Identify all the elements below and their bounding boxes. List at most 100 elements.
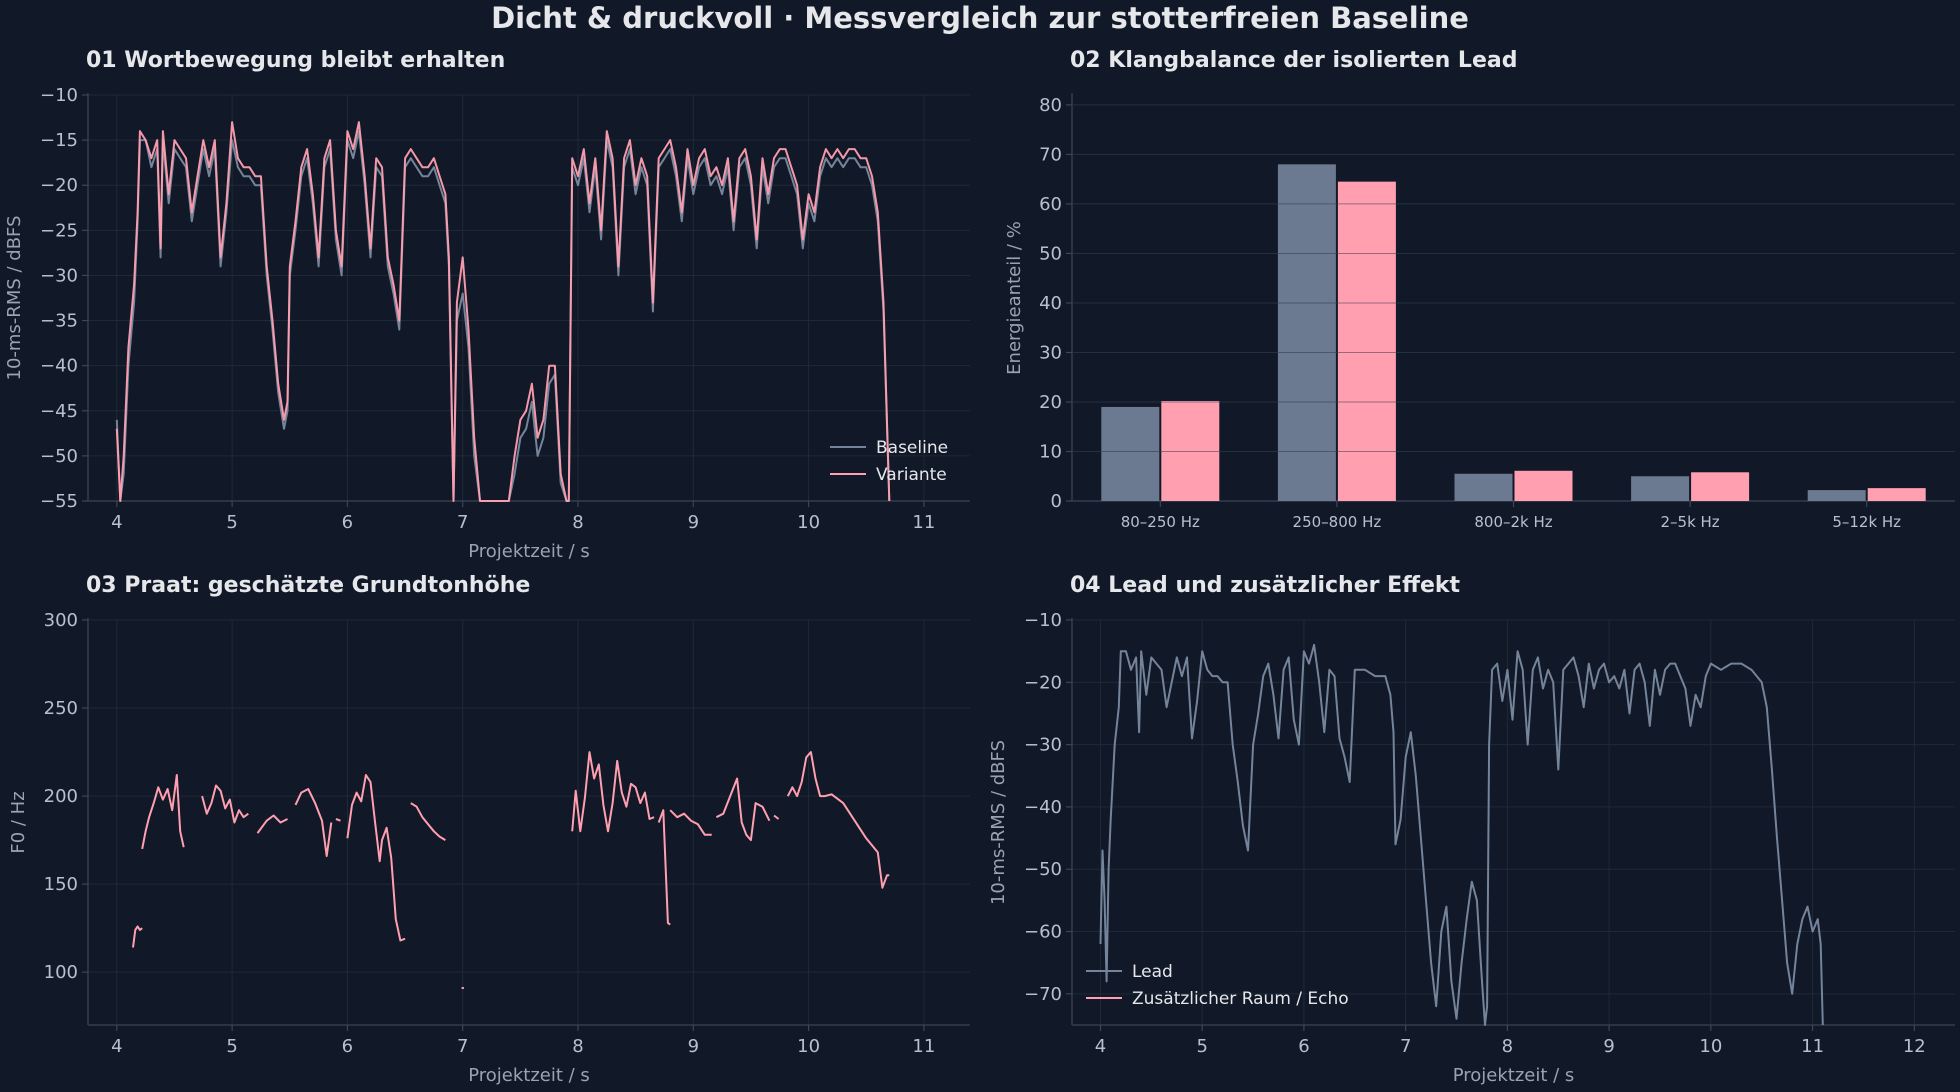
x-tick-label: 5 <box>226 512 237 533</box>
legend-label: Baseline <box>876 438 948 458</box>
panel-title: 03 Praat: geschätzte Grundtonhöhe <box>86 573 530 598</box>
y-tick-label: 200 <box>44 786 78 807</box>
y-tick-label: −50 <box>40 446 78 467</box>
x-tick-label: 5 <box>1196 1036 1207 1057</box>
series-line-f0 <box>773 814 780 820</box>
y-tick-label: 300 <box>44 610 78 631</box>
y-tick-label: −55 <box>40 491 78 512</box>
series-line-f0 <box>141 774 185 850</box>
figure-title: Dicht & druckvoll · Messvergleich zur st… <box>491 1 1469 35</box>
y-tick-label: 250 <box>44 698 78 719</box>
x-tick-label: 6 <box>1298 1036 1309 1057</box>
x-tick-label: 80–250 Hz <box>1121 513 1200 531</box>
y-tick-label: −10 <box>1024 610 1062 631</box>
bar-variante <box>1867 488 1926 501</box>
y-tick-label: −60 <box>1024 922 1062 943</box>
x-tick-label: 7 <box>457 1036 468 1057</box>
series-line-f0 <box>669 809 712 836</box>
x-tick-label: 10 <box>1699 1036 1722 1057</box>
x-tick-label: 6 <box>342 512 353 533</box>
x-tick-label: 10 <box>797 512 820 533</box>
bar-baseline <box>1631 476 1690 501</box>
bar-baseline <box>1807 490 1866 501</box>
y-tick-label: −70 <box>1024 984 1062 1005</box>
y-tick-label: −30 <box>1024 735 1062 756</box>
y-tick-label: 30 <box>1039 342 1062 363</box>
y-tick-label: −25 <box>40 220 78 241</box>
bar-variante <box>1691 472 1750 501</box>
x-tick-label: 11 <box>912 512 935 533</box>
series-line-f0 <box>715 777 771 842</box>
y-axis-label: F0 / Hz <box>8 791 29 853</box>
x-axis-label: Projektzeit / s <box>468 541 590 562</box>
y-tick-label: −45 <box>40 401 78 422</box>
bar-variante <box>1514 470 1573 501</box>
bar-baseline <box>1454 473 1513 501</box>
panel-01-word-movement: 01 Wortbewegung bleibt erhalten −55 −50 −4… <box>4 48 970 562</box>
x-tick-label: 7 <box>457 512 468 533</box>
series-line-f0 <box>410 802 446 841</box>
x-tick-label: 12 <box>1903 1036 1926 1057</box>
series-line-f0 <box>786 751 890 889</box>
legend-label: Zusätzlicher Raum / Echo <box>1132 989 1349 1009</box>
y-tick-label: −40 <box>1024 797 1062 818</box>
panel-title: 02 Klangbalance der isolierten Lead <box>1070 48 1517 73</box>
x-tick-label: 10 <box>797 1036 820 1057</box>
series-line-lead <box>1099 643 1824 1026</box>
series-line-f0 <box>571 751 655 833</box>
y-tick-label: −20 <box>40 175 78 196</box>
x-tick-label: 9 <box>688 512 699 533</box>
y-tick-label: −40 <box>40 356 78 377</box>
y-tick-label: 40 <box>1039 293 1062 314</box>
x-tick-label: 9 <box>1603 1036 1614 1057</box>
y-tick-label: 80 <box>1039 95 1062 116</box>
panel-02-sound-balance: 02 Klangbalance der isolierten Lead 0 10 2… <box>1004 48 1955 531</box>
x-tick-label: 2–5k Hz <box>1660 513 1719 531</box>
bar-baseline <box>1101 406 1160 501</box>
x-tick-label: 7 <box>1400 1036 1411 1057</box>
y-tick-label: −50 <box>1024 859 1062 880</box>
legend-label: Lead <box>1132 962 1173 982</box>
x-tick-label: 4 <box>1095 1036 1106 1057</box>
bar-variante <box>1337 181 1396 501</box>
y-tick-label: −20 <box>1024 672 1062 693</box>
panel-title: 04 Lead und zusätzlicher Effekt <box>1070 573 1461 598</box>
series-line-f0 <box>294 788 333 857</box>
series-line-variante <box>115 121 891 502</box>
x-tick-label: 4 <box>111 1036 122 1057</box>
x-tick-label: 4 <box>111 512 122 533</box>
y-tick-label: 20 <box>1039 392 1062 413</box>
series-line-f0 <box>256 814 288 834</box>
x-tick-label: 8 <box>572 512 583 533</box>
y-tick-label: 0 <box>1051 491 1062 512</box>
x-tick-label: 6 <box>342 1036 353 1057</box>
series-line-f0 <box>201 784 249 824</box>
series-line-f0 <box>657 809 671 926</box>
y-tick-label: −15 <box>40 130 78 151</box>
x-tick-label: 8 <box>1502 1036 1513 1057</box>
y-tick-label: 50 <box>1039 243 1062 264</box>
panel-03-pitch: 03 Praat: geschätzte Grundtonhöhe 100 150… <box>8 573 970 1086</box>
y-tick-label: −10 <box>40 85 78 106</box>
y-tick-label: 100 <box>44 962 78 983</box>
y-axis-label: Energieanteil / % <box>1004 221 1025 375</box>
x-tick-label: 8 <box>572 1036 583 1057</box>
x-tick-label: 5–12k Hz <box>1832 513 1901 531</box>
series-line-f0 <box>335 818 341 822</box>
x-axis-label: Projektzeit / s <box>1453 1065 1575 1086</box>
y-tick-label: 70 <box>1039 144 1062 165</box>
series-line-f0 <box>346 774 406 942</box>
x-axis-label: Projektzeit / s <box>468 1065 590 1086</box>
panel-04-lead-effect: 04 Lead und zusätzlicher Effekt −70 −60 −5… <box>988 573 1955 1086</box>
y-tick-label: 150 <box>44 874 78 895</box>
y-axis-label: 10-ms-RMS / dBFS <box>988 740 1009 905</box>
y-tick-label: 10 <box>1039 441 1062 462</box>
series-line-f0 <box>132 925 143 948</box>
legend-label: Variante <box>876 465 947 485</box>
x-tick-label: 250–800 Hz <box>1293 513 1382 531</box>
y-tick-label: 60 <box>1039 194 1062 215</box>
panel-title: 01 Wortbewegung bleibt erhalten <box>86 48 505 73</box>
bar-baseline <box>1277 164 1336 501</box>
